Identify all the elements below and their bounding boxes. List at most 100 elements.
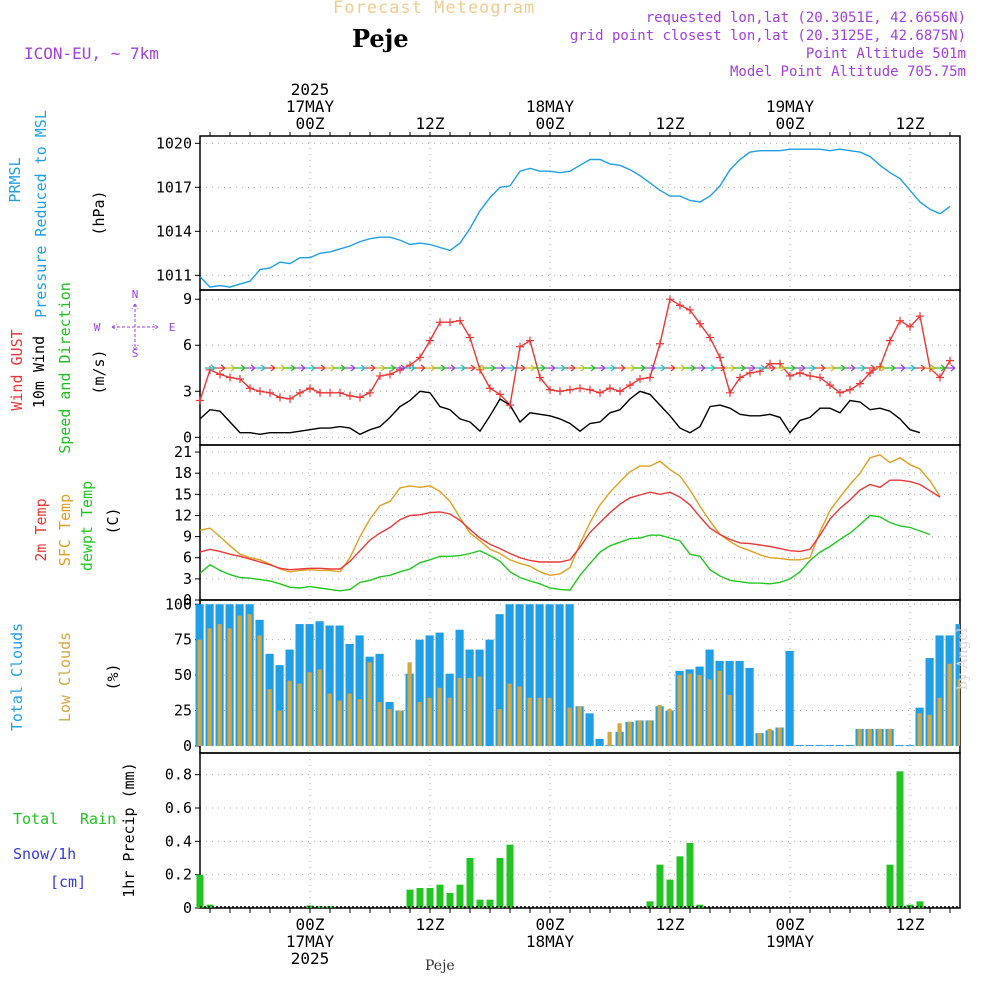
wind-direction-arrow (325, 364, 336, 372)
gust-marker (906, 322, 914, 331)
gust-marker (776, 359, 784, 368)
wind-direction-arrow (265, 364, 276, 372)
gust-marker (846, 385, 854, 394)
gust-marker (216, 370, 224, 379)
gust-marker (896, 316, 904, 325)
low-cloud-bar (507, 683, 512, 746)
precip-snow-unit: [cm] (50, 873, 86, 891)
total-cloud-bar (275, 665, 284, 746)
time-label-top: 00Z (536, 114, 565, 133)
total-cloud-bar (895, 744, 904, 746)
wind-direction-arrow (925, 364, 936, 372)
wind-direction-arrow (245, 364, 256, 372)
gust-marker (596, 388, 604, 397)
gust-marker (446, 318, 454, 327)
wind-direction-arrow (455, 364, 466, 372)
time-label-top: 2025 (291, 80, 330, 99)
y-tick-label: 18 (174, 464, 192, 482)
time-label-top: 19MAY (766, 97, 815, 116)
low-cloud-bar (227, 628, 232, 746)
y-tick-label: 1014 (156, 222, 192, 240)
rain-bar (426, 888, 434, 908)
time-label-top: 12Z (656, 114, 685, 133)
low-cloud-bar (607, 731, 612, 746)
total-cloud-bar (425, 635, 434, 746)
wind-direction-arrow (205, 364, 216, 372)
wind-direction-arrow (585, 364, 596, 372)
rain-bar (196, 874, 204, 908)
wind-direction-arrow (445, 364, 456, 372)
y-tick-label: 0 (183, 591, 192, 609)
total-cloud-bar (935, 635, 944, 746)
low-cloud-bar (327, 693, 332, 746)
total-cloud-bar (495, 614, 504, 746)
gust-marker (626, 381, 634, 390)
low-cloud-bar (287, 680, 292, 746)
y-tick-label: 21 (174, 443, 192, 461)
gust-marker (666, 295, 674, 304)
t2m-line (199, 479, 941, 571)
gust-marker (306, 384, 314, 393)
total-cloud-bar (835, 744, 844, 746)
wind-direction-arrow (275, 364, 286, 372)
gust-marker (226, 373, 234, 382)
wind-direction-arrow (355, 364, 366, 372)
time-label-bottom: 00Z (776, 915, 805, 934)
pressure-line (199, 148, 951, 288)
y-tick-label: 15 (174, 485, 192, 503)
wind10-label: 10m Wind (30, 336, 48, 408)
wind-direction-arrow (315, 364, 326, 372)
low-cloud-bar (497, 709, 502, 746)
wind-direction-arrow (285, 364, 296, 372)
wind-direction-arrow (795, 364, 806, 372)
wind-direction-arrow (335, 364, 346, 372)
gust-marker (686, 305, 694, 314)
pressure-label-prmsl: PRMSL (6, 157, 24, 202)
gust-marker (526, 336, 534, 345)
gust-marker (326, 388, 334, 397)
low-cloud-bar (647, 720, 652, 746)
precip-total-label: Total (13, 810, 58, 828)
model-label: ICON-EU, ~ 7km (24, 44, 159, 63)
gust-marker (736, 373, 744, 382)
gust-marker (696, 319, 704, 328)
time-label-top: 18MAY (526, 97, 575, 116)
low-cloud-bar (877, 728, 882, 746)
wind-unit-label: (m/s) (90, 349, 108, 394)
y-tick-label: 75 (174, 631, 192, 649)
wind-gust-label: Wind GUST (8, 329, 26, 410)
wind-direction-arrow (505, 364, 516, 372)
y-tick-label: 25 (174, 702, 192, 720)
total-cloud-bar (545, 604, 554, 746)
wind-direction-arrow (415, 364, 426, 372)
rain-bar (646, 901, 654, 908)
dewpoint-line (199, 514, 931, 592)
wind-direction-arrow (535, 364, 546, 372)
low-cloud-bar (377, 702, 382, 746)
low-cloud-bar (457, 677, 462, 746)
low-cloud-bar (687, 673, 692, 746)
wind-direction-arrow (865, 364, 876, 372)
rain-bar (486, 899, 494, 908)
low-cloud-bar (447, 697, 452, 746)
wind-direction-arrow (345, 364, 356, 372)
wind-direction-arrow (235, 364, 246, 372)
low-cloud-bar (527, 697, 532, 746)
total-cloud-bar (555, 604, 564, 746)
wind10-line (199, 390, 921, 436)
time-label-bottom: 12Z (896, 915, 925, 934)
compass-n: N (132, 288, 139, 301)
time-label-top: 00Z (776, 114, 805, 133)
gust-marker (316, 388, 324, 397)
gust-marker (806, 371, 814, 380)
low-cloud-label: Low Clouds (56, 632, 74, 722)
y-tick-label: 12 (174, 506, 192, 524)
gust-marker (636, 375, 644, 384)
wind-direction-arrow (775, 364, 786, 372)
low-cloud-bar (677, 675, 682, 746)
y-tick-label: 0.6 (165, 799, 192, 817)
gust-marker (616, 387, 624, 396)
y-tick-label: 1020 (156, 134, 192, 152)
gust-marker (556, 387, 564, 396)
wind-direction-arrow (475, 364, 486, 372)
